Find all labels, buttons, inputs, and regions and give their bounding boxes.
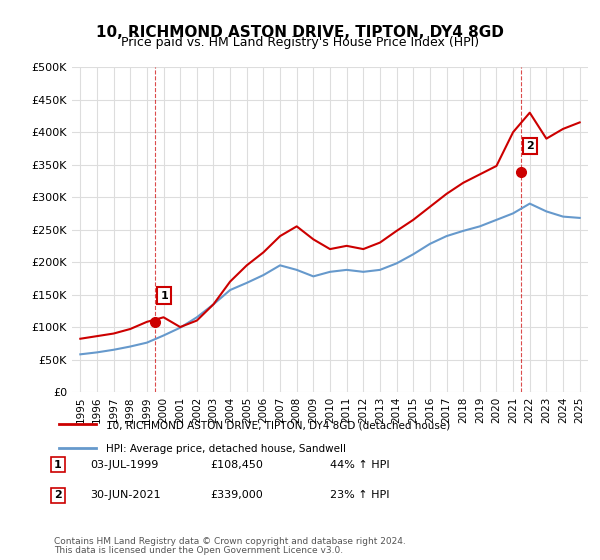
Text: 1: 1 [160, 291, 168, 301]
Text: 03-JUL-1999: 03-JUL-1999 [90, 460, 158, 470]
Text: Price paid vs. HM Land Registry's House Price Index (HPI): Price paid vs. HM Land Registry's House … [121, 36, 479, 49]
Text: 2: 2 [54, 491, 62, 501]
Text: 44% ↑ HPI: 44% ↑ HPI [330, 460, 389, 470]
Text: 23% ↑ HPI: 23% ↑ HPI [330, 491, 389, 501]
Text: This data is licensed under the Open Government Licence v3.0.: This data is licensed under the Open Gov… [54, 547, 343, 556]
Text: £108,450: £108,450 [210, 460, 263, 470]
Text: 30-JUN-2021: 30-JUN-2021 [90, 491, 161, 501]
Text: Contains HM Land Registry data © Crown copyright and database right 2024.: Contains HM Land Registry data © Crown c… [54, 538, 406, 547]
Text: 10, RICHMOND ASTON DRIVE, TIPTON, DY4 8GD: 10, RICHMOND ASTON DRIVE, TIPTON, DY4 8G… [96, 25, 504, 40]
Text: 2: 2 [526, 141, 534, 151]
Text: HPI: Average price, detached house, Sandwell: HPI: Average price, detached house, Sand… [106, 444, 346, 454]
Text: 1: 1 [54, 460, 62, 470]
Text: 10, RICHMOND ASTON DRIVE, TIPTON, DY4 8GD (detached house): 10, RICHMOND ASTON DRIVE, TIPTON, DY4 8G… [106, 420, 451, 430]
Text: £339,000: £339,000 [210, 491, 263, 501]
